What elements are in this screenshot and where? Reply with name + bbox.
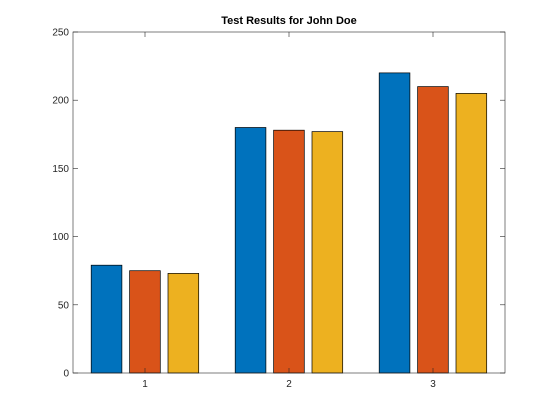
x-tick-label-1: 1	[142, 379, 148, 390]
bar-series2-cat1	[129, 270, 161, 374]
bar-series3-cat2	[311, 131, 344, 374]
bar-series1-cat1	[90, 264, 123, 374]
y-tick-label-0: 0	[63, 369, 69, 380]
bar-series2-cat3	[417, 86, 449, 374]
y-tick-label-200: 200	[52, 96, 69, 107]
bar-series1-cat2	[234, 127, 267, 374]
y-tick-label-50: 50	[58, 300, 70, 311]
ticks-layer: 0 50 100 150 200 250 1 2 3	[52, 28, 505, 390]
y-tick-label-150: 150	[52, 164, 69, 175]
bar-series3-cat1	[167, 273, 200, 374]
chart-title: Test Results for John Doe	[221, 15, 356, 27]
x-tick-label-3: 3	[430, 379, 436, 390]
bar-series3-cat3	[455, 93, 488, 374]
bars-layer	[90, 72, 488, 374]
bar-series2-cat2	[273, 129, 305, 374]
bar-series1-cat3	[378, 72, 411, 374]
y-tick-label-100: 100	[52, 232, 69, 243]
y-tick-label-250: 250	[52, 28, 69, 39]
x-tick-label-2: 2	[286, 379, 292, 390]
